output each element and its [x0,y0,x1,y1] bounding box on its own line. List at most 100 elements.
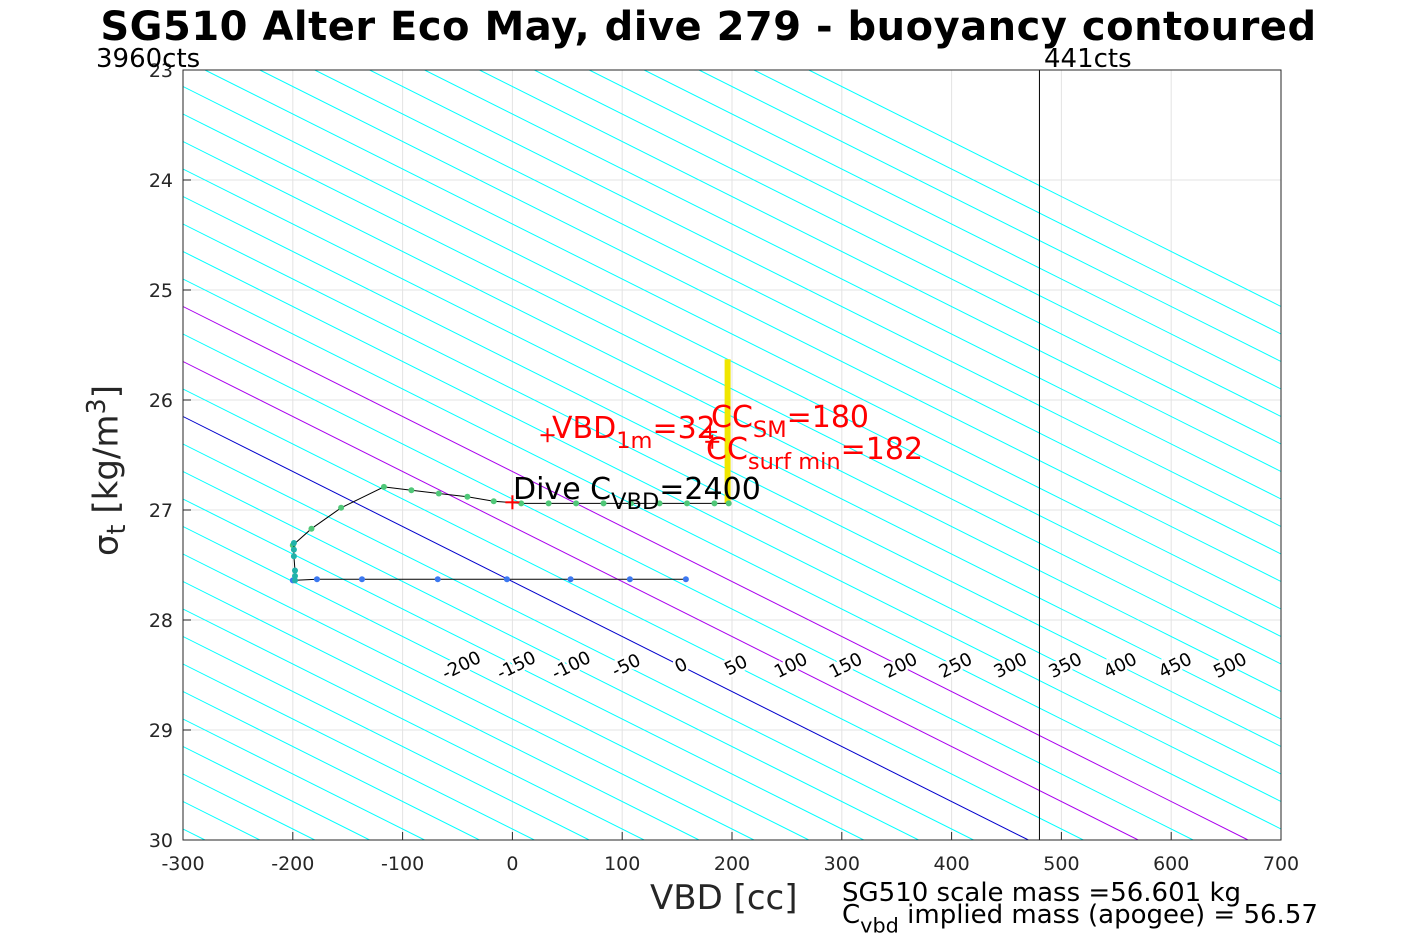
contour-line [183,443,974,840]
contour-label-bottom: 300 [991,649,1031,683]
y-tick-label: 27 [149,500,173,522]
data-series [289,359,732,584]
axes: -300 -200 -100 0 100 200 300 400 500 600 700232425… [149,60,1299,875]
series-point [503,576,510,583]
contour-line [753,70,1281,335]
contour-label-bottom: 150 [826,649,866,683]
vbd-1m-annotation: VBD1m=32 [552,411,716,455]
contour-line [183,250,1281,803]
series-point [725,500,732,507]
series-point [567,576,574,583]
series-point [290,546,297,553]
contour-line [183,360,1139,840]
contour-line [183,580,700,840]
contour-line [183,608,645,840]
contour-label-bottom: 500 [1210,649,1250,683]
red-plus-marker [505,495,520,510]
contour-line [0,70,40,840]
contour-line [643,70,1281,390]
series-point [435,490,442,497]
contour-label-bottom: -100 [548,647,594,684]
series-point [518,500,525,507]
contour-line [369,70,1281,528]
contour-line [183,388,1084,840]
contour-line [204,70,1281,610]
contour-label-bottom: -150 [494,647,540,684]
x-tick-label: 300 [824,853,860,875]
y-tick-label: 28 [149,610,173,632]
contour-line [183,690,480,840]
series-point [600,500,607,507]
scale-mass-text: SG510 scale mass =56.601 kg [842,878,1242,908]
contour-line [183,498,864,840]
contour-label-bottom: 0 [671,654,691,678]
red-plus-marker [540,428,555,443]
series-point [290,553,297,560]
contour-line [183,168,1281,720]
contour-label-bottom: 400 [1100,649,1140,683]
contour-label-bottom: 100 [771,649,811,683]
series-point [291,567,298,574]
contour-line [183,278,1281,830]
cc-sm-annotation: CCSM=180 [711,400,870,444]
contour-line [183,718,425,840]
x-tick-label: -200 [271,853,314,875]
series-point [338,504,345,511]
x-tick-label: 0 [506,853,518,875]
series-point [308,525,315,532]
contour-line [183,415,1029,840]
contour-line [183,470,919,840]
contour-line [183,553,755,840]
y-tick-label: 24 [149,170,173,192]
contour-line [698,70,1281,363]
top-right-count-label: 441cts [1044,44,1132,74]
contour-line [259,70,1281,583]
y-tick-label: 23 [149,60,173,82]
contour-label-bottom: 350 [1046,649,1086,683]
x-axis-label: VBD [cc] [650,878,798,918]
y-tick-label: 25 [149,280,173,302]
contour-line [183,140,1281,693]
series-point [656,500,663,507]
series-point [545,500,552,507]
contour-line [183,525,810,840]
contour-line [424,70,1281,500]
series-point [380,483,387,490]
series-point [627,500,634,507]
contour-line [183,333,1194,840]
series-line [292,578,686,581]
contour-line [0,70,95,840]
series-point [490,498,497,505]
contour-line [479,70,1281,473]
red-plus-marker [703,424,718,439]
contour-lines [0,70,1281,840]
x-tick-label: -100 [381,853,424,875]
series-point [358,576,365,583]
series-point [464,493,471,500]
contour-label-bottom: -200 [439,647,485,684]
contour-label-bottom: 250 [936,649,976,683]
dive-c-vbd-annotation: Dive CVBD=2400 [513,472,761,516]
y-tick-label: 26 [149,390,173,412]
x-tick-label: 200 [714,853,750,875]
series-point [711,500,718,507]
series-point [683,500,690,507]
series-point [408,487,415,494]
series-point [290,540,297,546]
x-tick-label: 500 [1043,853,1079,875]
series-point [626,576,633,583]
series-point [291,577,298,584]
x-tick-label: -300 [161,853,204,875]
series-point [291,573,298,579]
series-point [313,576,320,583]
x-tick-label: 600 [1153,853,1189,875]
contour-label-bottom: 50 [721,651,751,680]
series-point [434,576,441,583]
series-point [573,500,580,507]
x-tick-label: 700 [1263,853,1299,875]
contour-line [183,305,1249,840]
contour-line [314,70,1281,555]
contour-line [183,663,535,840]
cc-surf-min-annotation: CCsurf min=182 [706,432,924,476]
contour-label-bottom: 450 [1155,649,1195,683]
